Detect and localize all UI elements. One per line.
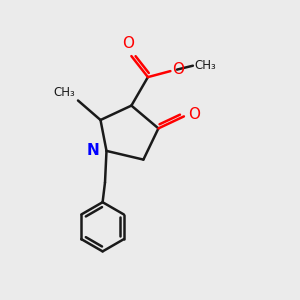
Text: CH₃: CH₃ xyxy=(194,59,216,72)
Text: O: O xyxy=(122,36,134,51)
Text: O: O xyxy=(172,62,184,77)
Text: CH₃: CH₃ xyxy=(54,86,76,99)
Text: O: O xyxy=(188,107,200,122)
Text: N: N xyxy=(86,143,99,158)
